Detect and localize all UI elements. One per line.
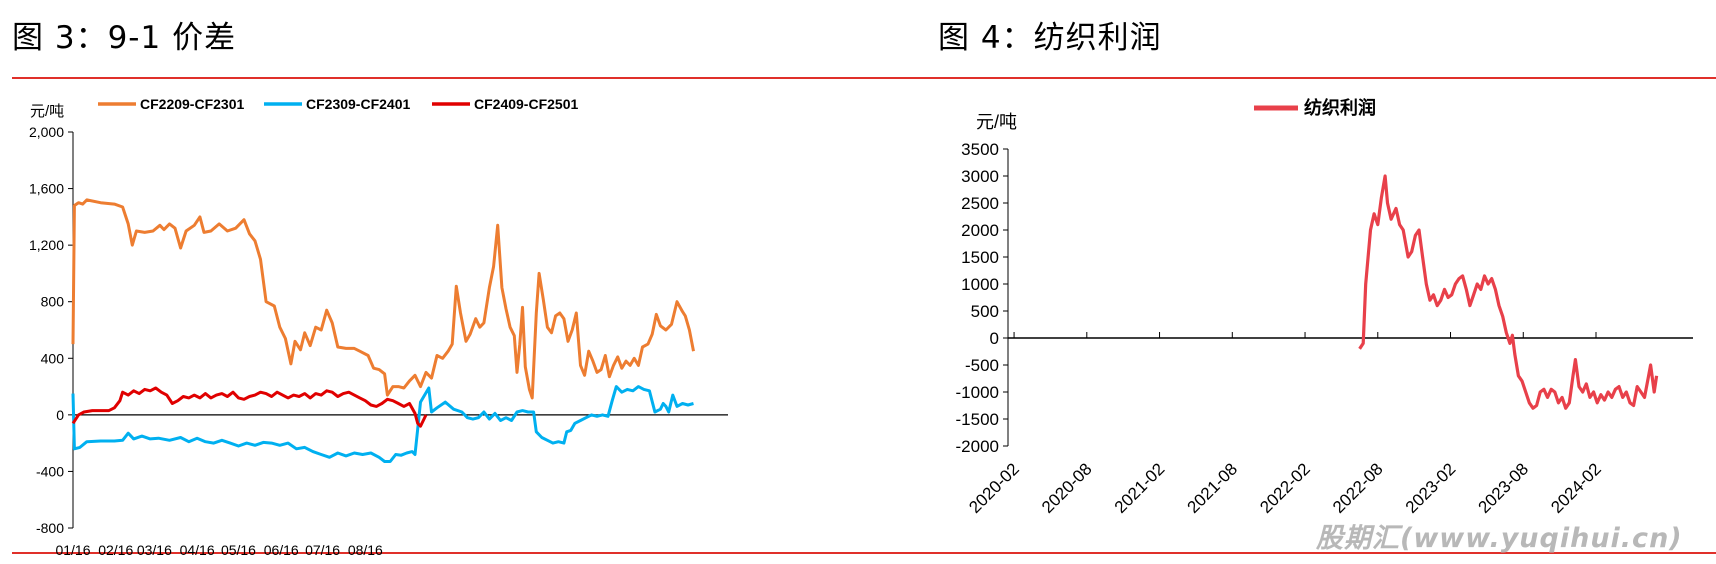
chart2-y-tick-label: 3000: [961, 167, 999, 186]
bottom-red-rule: [12, 552, 1716, 554]
chart1-legend-label: CF2409-CF2501: [474, 96, 578, 112]
chart2-x-tick-label: 2021-08: [1184, 459, 1242, 517]
chart1-y-tick-label: -400: [36, 463, 64, 479]
chart2-unit-label: 元/吨: [976, 112, 1017, 132]
chart1-unit-label: 元/吨: [30, 103, 64, 120]
chart1-legend-label: CF2209-CF2301: [140, 96, 244, 112]
chart1-y-tick-label: -800: [36, 520, 64, 536]
chart1-x-tick-label: 01/16: [55, 542, 90, 558]
chart2-y-tick-label: 1500: [961, 248, 999, 267]
chart1-x-tick-label: 02/16: [98, 542, 133, 558]
chart2-x-tick-label: 2020-08: [1038, 459, 1096, 517]
chart2-y-tick-label: 2000: [961, 221, 999, 240]
chart1-series-line: [71, 385, 694, 463]
chart1-y-tick-label: 1,200: [29, 237, 64, 253]
chart1-x-tick-label: 07/16: [305, 542, 340, 558]
chart1-x-tick-label: 05/16: [221, 542, 256, 558]
watermark-text: 股期汇(www.yuqihui.cn): [1316, 523, 1683, 554]
figure-3-title: 图 3：9-1 价差: [12, 20, 237, 56]
chart2-y-tick-label: 1000: [961, 275, 999, 294]
chart1-y-tick-label: 400: [41, 350, 65, 366]
chart2-x-tick-label: 2023-08: [1475, 459, 1533, 517]
chart2-x-tick-label: 2024-02: [1547, 459, 1605, 517]
chart2-y-tick-label: -1500: [956, 410, 999, 429]
chart1-y-tick-label: 0: [56, 407, 64, 423]
chart1-y-tick-label: 2,000: [29, 124, 64, 140]
chart1-legend-label: CF2309-CF2401: [306, 96, 410, 112]
chart1-series-line: [71, 386, 428, 428]
chart2-y-tick-label: -2000: [956, 437, 999, 456]
chart1-series-line: [71, 198, 695, 400]
chart1-x-tick-label: 03/16: [137, 542, 172, 558]
top-red-rule: [12, 77, 1716, 79]
chart2-y-tick-label: -500: [965, 356, 999, 375]
chart2-y-tick-label: 0: [990, 329, 999, 348]
chart2-x-tick-label: 2020-02: [965, 459, 1023, 517]
chart2-y-tick-label: 500: [971, 302, 999, 321]
figure-4-title: 图 4：纺织利润: [938, 20, 1162, 56]
chart2-x-tick-label: 2022-02: [1256, 459, 1314, 517]
chart1-y-tick-label: 800: [41, 294, 65, 310]
chart2-series-line: [1358, 174, 1659, 410]
chart2-y-tick-label: 2500: [961, 194, 999, 213]
chart2-x-tick-label: 2022-08: [1329, 459, 1387, 517]
chart2-y-tick-label: 3500: [961, 140, 999, 159]
chart2-legend-label: 纺织利润: [1304, 97, 1376, 118]
chart1-x-tick-label: 06/16: [264, 542, 299, 558]
chart2-x-tick-label: 2021-02: [1111, 459, 1169, 517]
chart1-y-tick-label: 1,600: [29, 181, 64, 197]
chart1-x-tick-label: 08/16: [348, 542, 383, 558]
chart2-y-tick-label: -1000: [956, 383, 999, 402]
chart2-x-tick-label: 2023-02: [1402, 459, 1460, 517]
chart1-x-tick-label: 04/16: [180, 542, 215, 558]
